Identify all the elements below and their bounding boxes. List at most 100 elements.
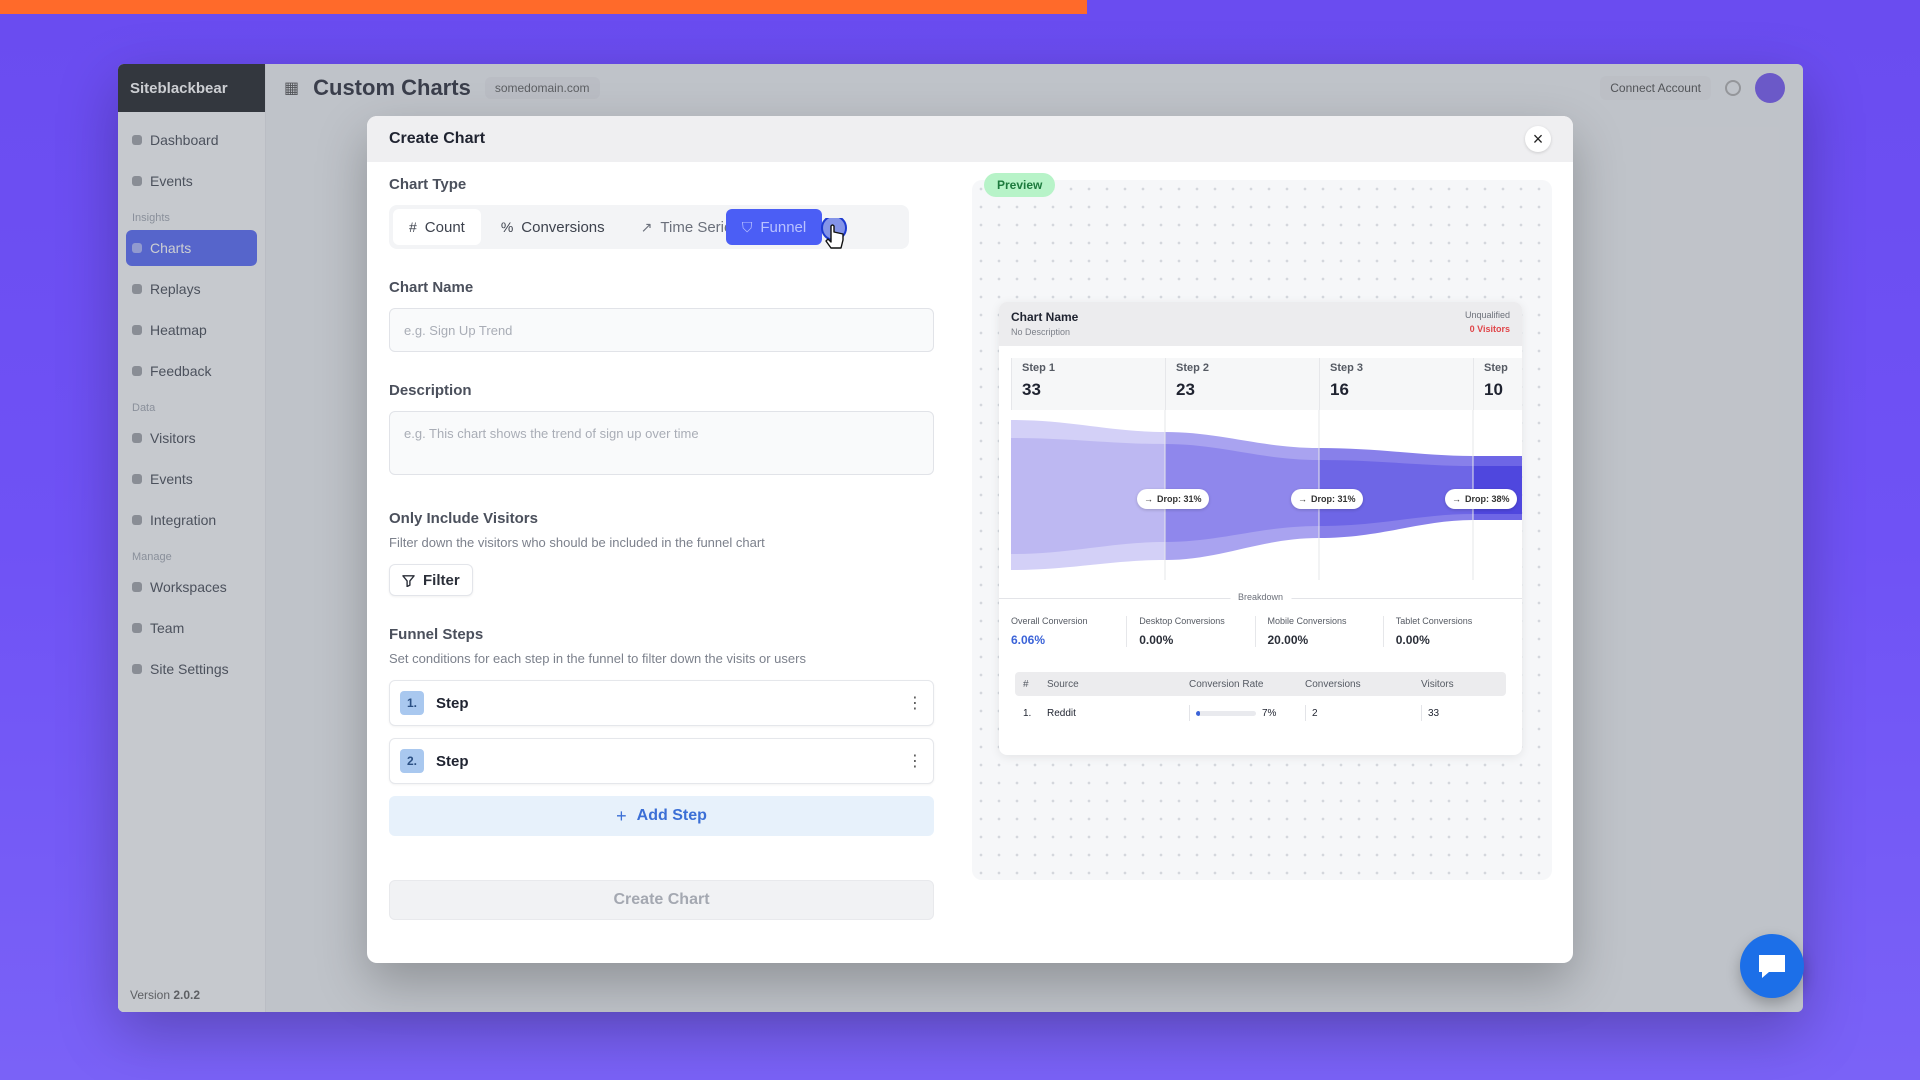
rate-wrapper: 7%	[1189, 705, 1305, 721]
sidebar-item-label: Integration	[150, 512, 217, 528]
add-step-button[interactable]: + Add Step	[389, 796, 934, 836]
drop-label: Drop: 31%	[1311, 494, 1356, 504]
hash-icon: #	[409, 219, 417, 235]
sidebar-item-heatmap[interactable]: Heatmap	[126, 312, 257, 348]
percent-icon: %	[500, 219, 514, 235]
sidebar-item-events[interactable]: Events	[126, 461, 257, 497]
metric-desktop: Desktop Conversions 0.00%	[1126, 616, 1254, 647]
step-header: Step 10	[1473, 358, 1522, 410]
sidebar-item-label: Dashboard	[150, 132, 219, 148]
funnel-step-headers: Step 1 33 Step 2 23 Step 3 16 Step 10	[1011, 358, 1522, 410]
step-number: 1.	[400, 691, 424, 715]
version-number: 2.0.2	[173, 988, 201, 1002]
step-value: 33	[1022, 380, 1041, 399]
sidebar-item-feedback[interactable]: Feedback	[126, 353, 257, 389]
sidebar-item-label: Events	[150, 173, 193, 189]
metric-label: Tablet Conversions	[1395, 616, 1473, 626]
row-conversions: 2	[1305, 705, 1421, 721]
metric-label: Overall Conversion	[1011, 616, 1088, 626]
card-description: No Description	[1011, 327, 1071, 337]
app-version: Version 2.0.2	[130, 988, 200, 1002]
version-label: Version	[130, 988, 171, 1002]
nav-item-icon	[132, 515, 142, 525]
sidebar-item-site-settings[interactable]: Site Settings	[126, 651, 257, 687]
trend-icon: ↗	[640, 218, 653, 235]
sidebar-item-label: Feedback	[150, 363, 212, 379]
sidebar-item-dashboard[interactable]: Dashboard	[126, 122, 257, 158]
funnel-step-row[interactable]: 1. Step ⋮	[389, 680, 934, 726]
page-title: Custom Charts	[313, 75, 471, 100]
more-vertical-icon[interactable]: ⋮	[907, 753, 923, 770]
step-label: Step	[436, 752, 469, 770]
sidebar-item-replays[interactable]: Replays	[126, 271, 257, 307]
funnel-preview-card: Chart Name No Description Unqualified 0 …	[999, 302, 1522, 755]
visitor-count: 0 Visitors	[1469, 324, 1510, 334]
drop-badge: → Drop: 31%	[1137, 489, 1209, 509]
arrow-right-icon: →	[1298, 494, 1307, 504]
chart-name-input[interactable]	[389, 308, 934, 352]
avatar[interactable]	[1755, 73, 1785, 103]
connect-account-button[interactable]: Connect Account	[1600, 76, 1711, 100]
sidebar-item-label: Team	[150, 620, 185, 636]
conversion-metrics: Overall Conversion 6.06% Desktop Convers…	[1011, 616, 1511, 647]
app-nav: Dashboard Events Insights Charts Replays Heat…	[118, 112, 265, 702]
sidebar-item-team[interactable]: Team	[126, 610, 257, 646]
add-step-label: Add Step	[636, 807, 707, 824]
sidebar-item-visitors[interactable]: Visitors	[126, 420, 257, 456]
app-logo[interactable]: Siteblackbear	[118, 64, 265, 112]
preview-badge: Preview	[984, 173, 1056, 197]
description-label: Description	[389, 382, 472, 399]
column-header: Conversions	[1305, 678, 1361, 690]
tab-funnel[interactable]: ⛉ Funnel	[725, 209, 823, 245]
more-vertical-icon[interactable]: ⋮	[907, 695, 923, 712]
card-header: Chart Name No Description Unqualified 0 …	[999, 302, 1522, 346]
table-header: # Source Conversion Rate Conversions Vis…	[1015, 672, 1506, 696]
nav-item-icon	[132, 366, 142, 376]
row-rate-cell: 7%	[1189, 705, 1305, 721]
sidebar-item-charts[interactable]: Charts	[126, 230, 257, 266]
funnel-step-row[interactable]: 2. Step ⋮	[389, 738, 934, 784]
modal-header: Create Chart ×	[367, 116, 1573, 162]
step-label: Step	[436, 694, 469, 712]
tab-label: Conversions	[521, 218, 605, 236]
card-title: Chart Name	[1011, 310, 1079, 324]
tab-label: Funnel	[760, 218, 807, 236]
filter-button[interactable]: Filter	[389, 564, 473, 596]
sidebar-item-integration[interactable]: Integration	[126, 502, 257, 538]
table-row: 1. Reddit 7% 2 33	[1015, 696, 1506, 730]
charts-icon: ▦	[284, 80, 300, 97]
breakdown-label: Breakdown	[1229, 592, 1292, 602]
close-icon[interactable]: ×	[1525, 126, 1551, 152]
nav-item-icon	[132, 433, 142, 443]
column-header: Visitors	[1421, 678, 1454, 690]
tab-label: Count	[424, 218, 465, 236]
description-textarea[interactable]	[389, 411, 934, 475]
step-header: Step 3 16	[1319, 358, 1473, 410]
sidebar-item-label: Replays	[150, 281, 201, 297]
plus-icon: +	[616, 805, 627, 826]
chat-button[interactable]	[1740, 934, 1804, 998]
metric-mobile: Mobile Conversions 20.00%	[1254, 616, 1383, 647]
row-rate: 7%	[1262, 707, 1277, 719]
nav-item-icon	[132, 623, 142, 633]
bell-icon[interactable]	[1725, 80, 1741, 96]
step-header: Step 2 23	[1165, 358, 1319, 410]
row-source: Reddit	[1047, 707, 1076, 719]
chart-type-label: Chart Type	[389, 176, 467, 193]
sidebar-item-events[interactable]: Events	[126, 163, 257, 199]
metric-value: 0.00%	[1139, 633, 1174, 647]
tab-time-series[interactable]: ↗ Time Series	[625, 209, 756, 245]
sidebar-item-workspaces[interactable]: Workspaces	[126, 569, 257, 605]
filter-icon	[402, 574, 415, 587]
top-progress-bar	[0, 0, 1087, 14]
column-header: Source	[1047, 678, 1079, 690]
pointer-cursor-icon	[821, 218, 847, 249]
tab-conversions[interactable]: % Conversions	[485, 209, 621, 245]
nav-item-icon	[132, 664, 142, 674]
domain-chip[interactable]: somedomain.com	[484, 77, 600, 99]
create-chart-button[interactable]: Create Chart	[389, 880, 934, 920]
tab-count[interactable]: # Count	[393, 209, 481, 245]
sidebar-item-label: Heatmap	[150, 322, 207, 338]
create-chart-modal: Create Chart × Chart Type # Count % Conv…	[367, 116, 1573, 963]
metric-value: 6.06%	[1011, 633, 1046, 647]
